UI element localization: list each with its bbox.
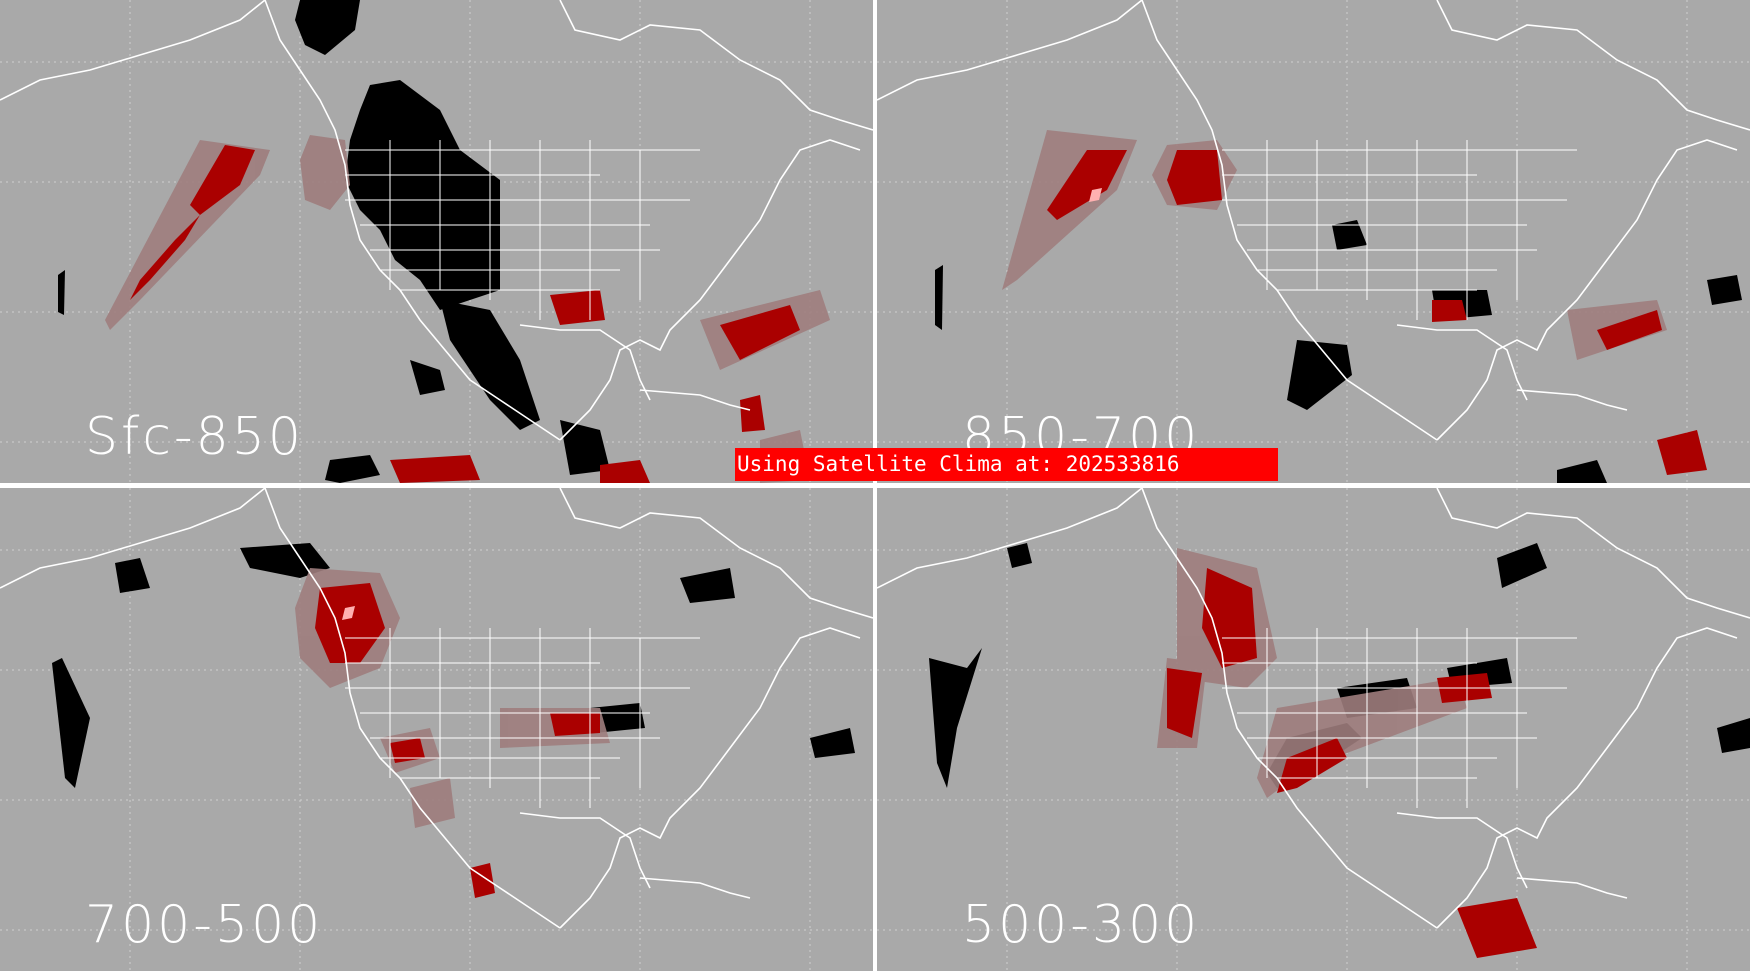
map-graphic [877,488,1750,971]
red-cloud-regions [315,583,600,898]
map-graphic [0,0,873,483]
coastline-outline [0,488,873,929]
map-panel-500-300: 500-300 [877,488,1750,971]
lat-lon-grid [0,488,873,971]
map-graphic [877,0,1750,483]
coastline-outline [877,0,1750,441]
pink-cloud-regions [342,606,355,620]
state-borders [1222,628,1577,808]
state-borders [345,140,700,320]
state-borders [1222,140,1577,320]
satellite-climo-banner: Using Satellite Clima at: 202533816 [735,448,1278,481]
red-cloud-regions [1167,568,1537,958]
map-panel-sfc-850: Sfc-850 [0,0,873,483]
pink-cloud-regions [1089,188,1102,202]
red-cloud-regions [130,145,800,483]
coastline-outline [877,488,1750,929]
red-cloud-regions [1047,150,1707,475]
coastline-outline [0,0,873,441]
map-panel-700-500: 700-500 [0,488,873,971]
layer-label: Sfc-850 [85,407,304,467]
map-graphic [0,488,873,971]
map-panel-850-700: 850-700 [877,0,1750,483]
panel-divider-horizontal [0,483,1750,488]
state-borders [345,628,700,808]
panel-divider-vertical [873,0,877,976]
black-cloud-regions [58,0,610,483]
black-cloud-regions [52,543,855,788]
layer-label: 700-500 [85,895,324,955]
layer-label: 500-300 [962,895,1201,955]
